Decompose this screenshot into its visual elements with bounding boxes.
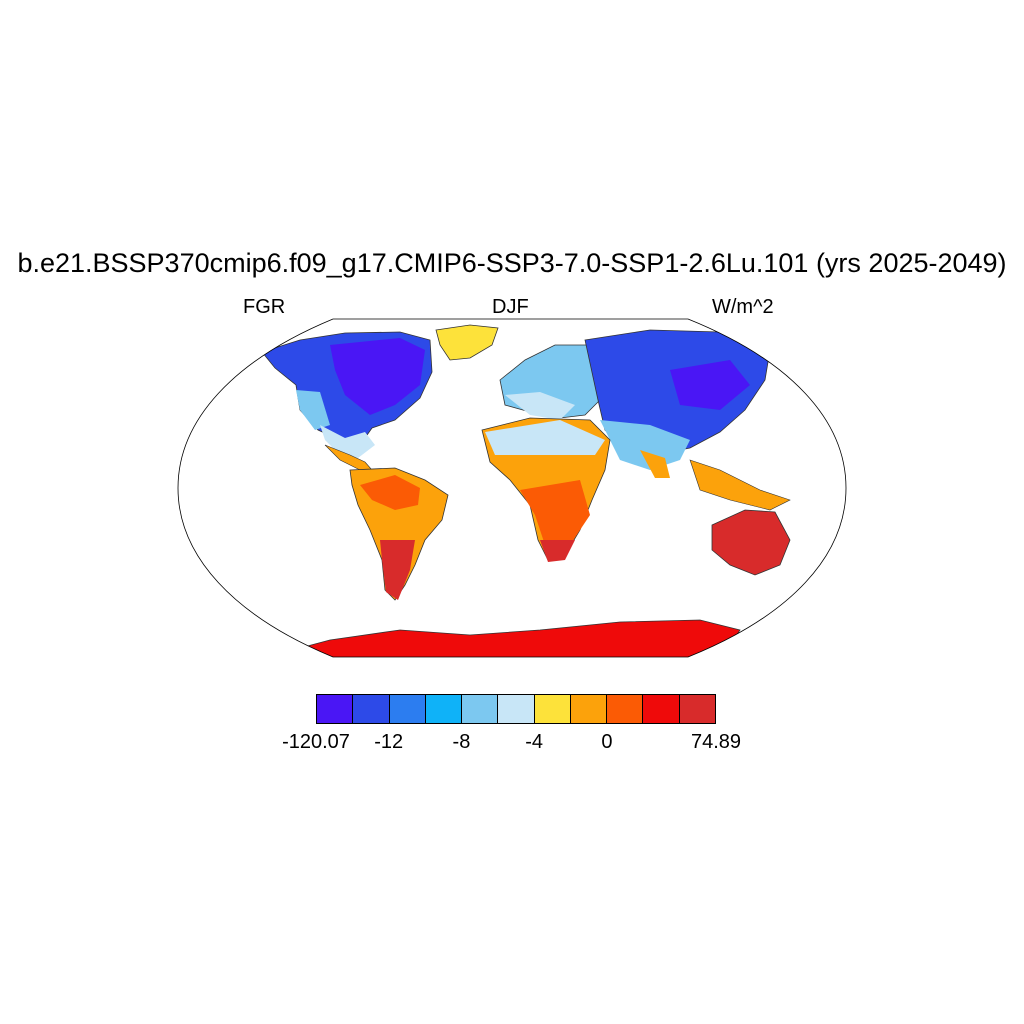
- colorbar-cell: [425, 695, 463, 723]
- colorbar-tick-label: 74.89: [690, 731, 742, 753]
- colorbar-tick-label: -4: [525, 731, 544, 753]
- southeast-asia-region: [689, 459, 791, 511]
- colorbar-cell: [534, 695, 571, 723]
- colorbar-cell: [498, 695, 535, 723]
- colorbar-cell: [679, 695, 715, 723]
- colorbar-cell: [607, 695, 644, 723]
- figure-title: b.e21.BSSP370cmip6.f09_g17.CMIP6-SSP3-7.…: [17, 248, 1007, 278]
- colorbar-cell: [643, 695, 680, 723]
- colorbar-cell: [389, 695, 426, 723]
- antarctica-region: [299, 619, 741, 657]
- colorbar-cell: [462, 695, 499, 723]
- colorbar: [316, 694, 716, 724]
- australia-region: [711, 509, 791, 576]
- colorbar-cell: [353, 695, 390, 723]
- colorbar-cell: [317, 695, 354, 723]
- colorbar-tick-label: 0: [601, 731, 613, 753]
- colorbar-tick-label: -120.07: [282, 731, 350, 753]
- colorbar-tick-label: -12: [374, 731, 404, 753]
- greenland-region: [435, 324, 499, 361]
- map-boundary: [177, 318, 847, 658]
- units-label: W/m^2: [712, 296, 774, 318]
- colorbar-tick-label: -8: [452, 731, 471, 753]
- variable-label: FGR: [243, 296, 286, 318]
- colorbar-cell: [570, 695, 608, 723]
- season-label: DJF: [492, 296, 529, 318]
